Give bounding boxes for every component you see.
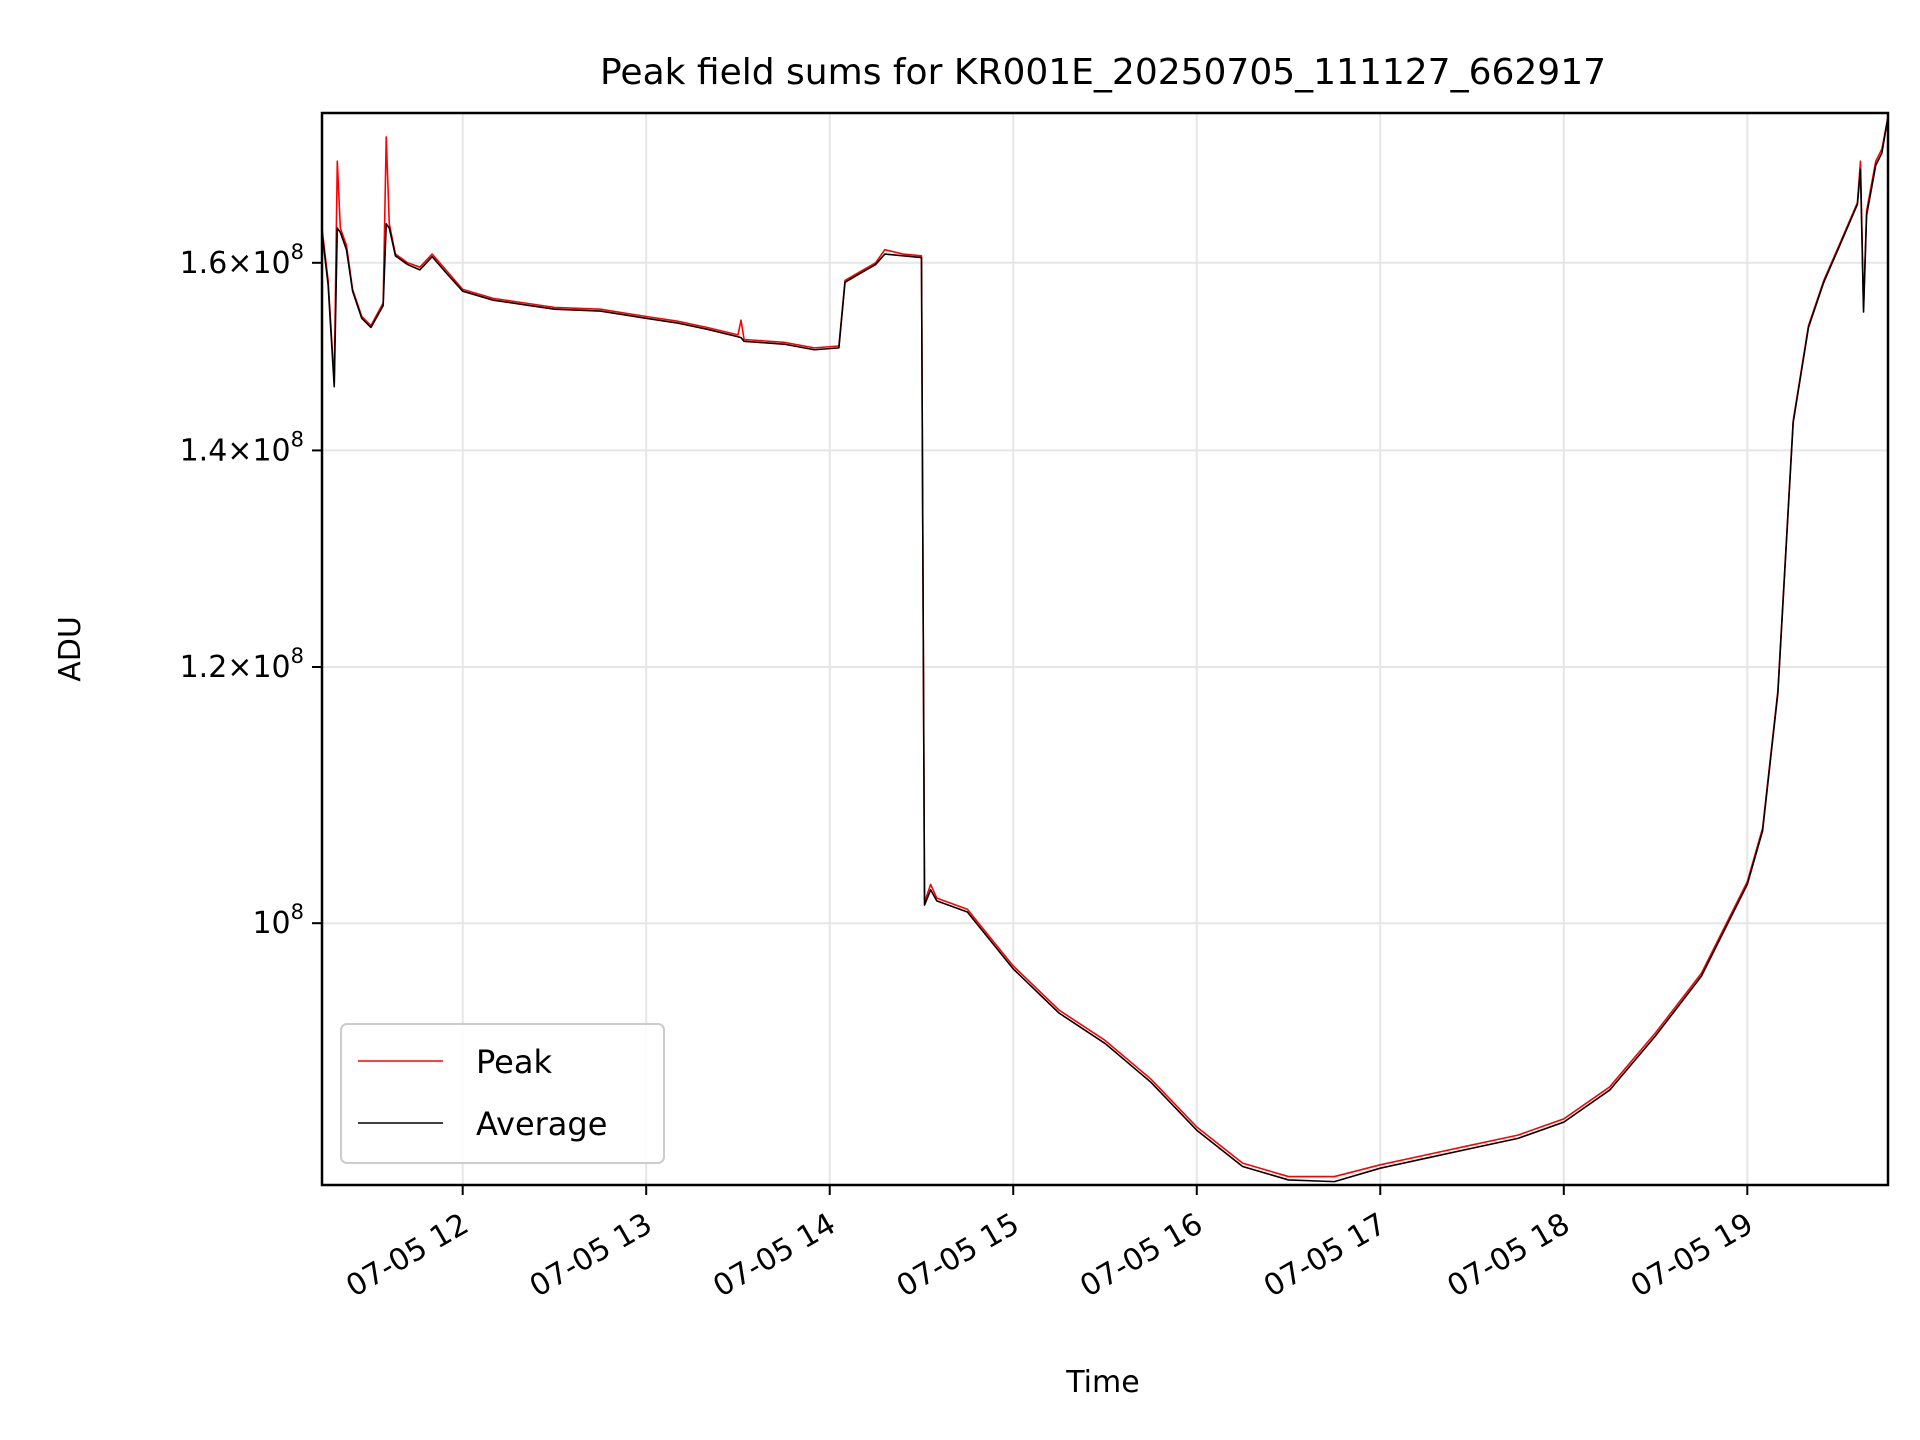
y-tick-mantissa: 1.4 [180, 433, 228, 468]
x-tick-label: 07-05 17 [1258, 1207, 1392, 1305]
x-tick-label: 07-05 16 [1074, 1207, 1208, 1305]
x-tick-label: 07-05 19 [1625, 1207, 1759, 1305]
series-line-average [322, 116, 1888, 1183]
y-tick-times: × [227, 650, 252, 685]
y-tick-mantissa: 1.6 [180, 246, 228, 281]
y-tick-exponent: 8 [291, 427, 304, 451]
y-tick-times: × [227, 433, 252, 468]
y-tick-base: 10 [252, 906, 290, 941]
y-tick-exponent: 8 [291, 240, 304, 264]
grid [322, 113, 1888, 1185]
y-tick-label: 1.4×108 [180, 427, 304, 468]
y-tick-label: 1.6×108 [180, 240, 304, 281]
y-tick-times: × [227, 246, 252, 281]
y-tick-base: 10 [252, 246, 290, 281]
legend-box [340, 1023, 665, 1164]
x-tick-label: 07-05 15 [891, 1207, 1025, 1305]
chart-title: Peak field sums for KR001E_20250705_1111… [600, 52, 1606, 93]
legend-label-peak: Peak [476, 1043, 552, 1081]
x-axis: 07-05 12 07-05 13 07-05 14 07-05 15 07-05 16… [340, 1185, 1759, 1304]
legend-label-average: Average [476, 1105, 607, 1143]
y-axis-label: ADU [53, 616, 88, 682]
y-tick-base: 10 [252, 650, 290, 685]
plot-area [322, 116, 1888, 1183]
x-tick-label: 07-05 14 [707, 1207, 841, 1305]
x-tick-label: 07-05 12 [340, 1207, 474, 1305]
x-tick-label: 07-05 13 [524, 1207, 658, 1305]
x-axis-label: Time [1065, 1365, 1139, 1400]
series-line-peak [322, 116, 1888, 1178]
y-tick-mantissa: 1.2 [180, 650, 228, 685]
plot-frame [320, 111, 1890, 1187]
legend: Peak Average [340, 1023, 665, 1164]
y-tick-label: 1.2×108 [180, 644, 304, 685]
y-tick-label: 108 [252, 900, 304, 941]
y-tick-base: 10 [252, 433, 290, 468]
y-tick-exponent: 8 [291, 644, 304, 668]
x-tick-label: 07-05 18 [1441, 1207, 1575, 1305]
y-tick-exponent: 8 [291, 900, 304, 924]
